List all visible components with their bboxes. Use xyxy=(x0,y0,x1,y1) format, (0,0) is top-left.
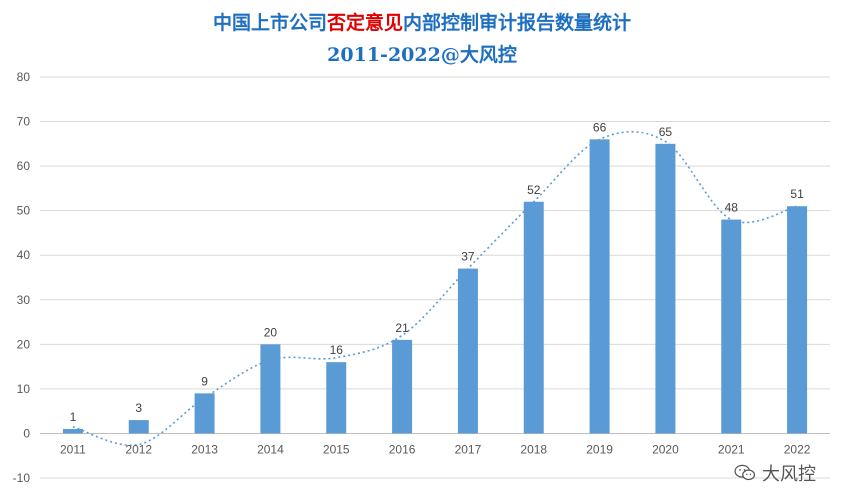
label-layer: -100102030405060708012011320129201320201… xyxy=(13,70,811,485)
data-label: 37 xyxy=(461,250,475,264)
title-highlight: 否定意见 xyxy=(326,12,403,34)
data-label: 51 xyxy=(790,187,804,201)
y-tick-label: 50 xyxy=(17,204,31,218)
trend-line xyxy=(72,130,798,447)
x-tick-label: 2014 xyxy=(257,442,284,456)
data-label: 3 xyxy=(135,401,142,415)
x-tick-label: 2017 xyxy=(455,442,482,456)
y-tick-label: 40 xyxy=(17,248,31,262)
data-label: 52 xyxy=(527,183,541,197)
y-tick-label: 80 xyxy=(17,70,31,84)
y-tick-label: -10 xyxy=(13,471,31,485)
bar xyxy=(194,393,215,434)
x-tick-label: 2021 xyxy=(718,442,745,456)
bar xyxy=(523,201,544,434)
x-tick-label: 2022 xyxy=(784,442,811,456)
bar xyxy=(457,268,478,434)
y-tick-label: 70 xyxy=(17,115,31,129)
wechat-icon xyxy=(734,464,756,481)
data-label: 16 xyxy=(330,343,344,357)
x-tick-label: 2020 xyxy=(652,442,679,456)
bar xyxy=(326,362,347,434)
data-label: 20 xyxy=(264,325,278,339)
bar xyxy=(721,219,742,434)
data-label: 9 xyxy=(201,374,208,388)
title-part1: 中国上市公司 xyxy=(212,12,327,34)
y-tick-label: 30 xyxy=(17,293,31,307)
bar xyxy=(128,420,149,434)
y-tick-label: 10 xyxy=(17,382,31,396)
x-tick-label: 2016 xyxy=(389,442,416,456)
bar xyxy=(787,206,808,434)
y-tick-label: 20 xyxy=(17,337,31,351)
chart-title: 中国上市公司否定意见内部控制审计报告数量统计 xyxy=(0,8,844,35)
trend-layer xyxy=(72,130,798,447)
y-tick-label: 60 xyxy=(17,159,31,173)
data-label: 65 xyxy=(659,125,673,139)
bar xyxy=(392,339,413,434)
bar xyxy=(655,143,676,434)
watermark-text: 大风控 xyxy=(762,464,816,485)
x-tick-label: 2018 xyxy=(520,442,547,456)
data-label: 1 xyxy=(70,410,77,424)
bar-layer xyxy=(62,139,808,434)
x-tick-label: 2011 xyxy=(60,442,86,456)
x-tick-label: 2019 xyxy=(586,442,613,456)
y-tick-label: 0 xyxy=(23,426,30,440)
data-label: 66 xyxy=(593,120,607,134)
watermark: 大风控 xyxy=(734,460,816,486)
title-part3: 内部控制审计报告数量统计 xyxy=(403,12,632,34)
bar xyxy=(589,139,610,434)
data-label: 48 xyxy=(725,201,739,215)
grid-layer xyxy=(40,76,830,479)
bar xyxy=(260,344,281,434)
bar xyxy=(62,428,83,434)
x-tick-label: 2013 xyxy=(191,442,218,456)
data-label: 21 xyxy=(395,321,409,335)
chart-subtitle: 2011-2022@大风控 xyxy=(327,44,517,66)
x-tick-label: 2015 xyxy=(323,442,350,456)
x-tick-label: 2012 xyxy=(125,442,152,456)
